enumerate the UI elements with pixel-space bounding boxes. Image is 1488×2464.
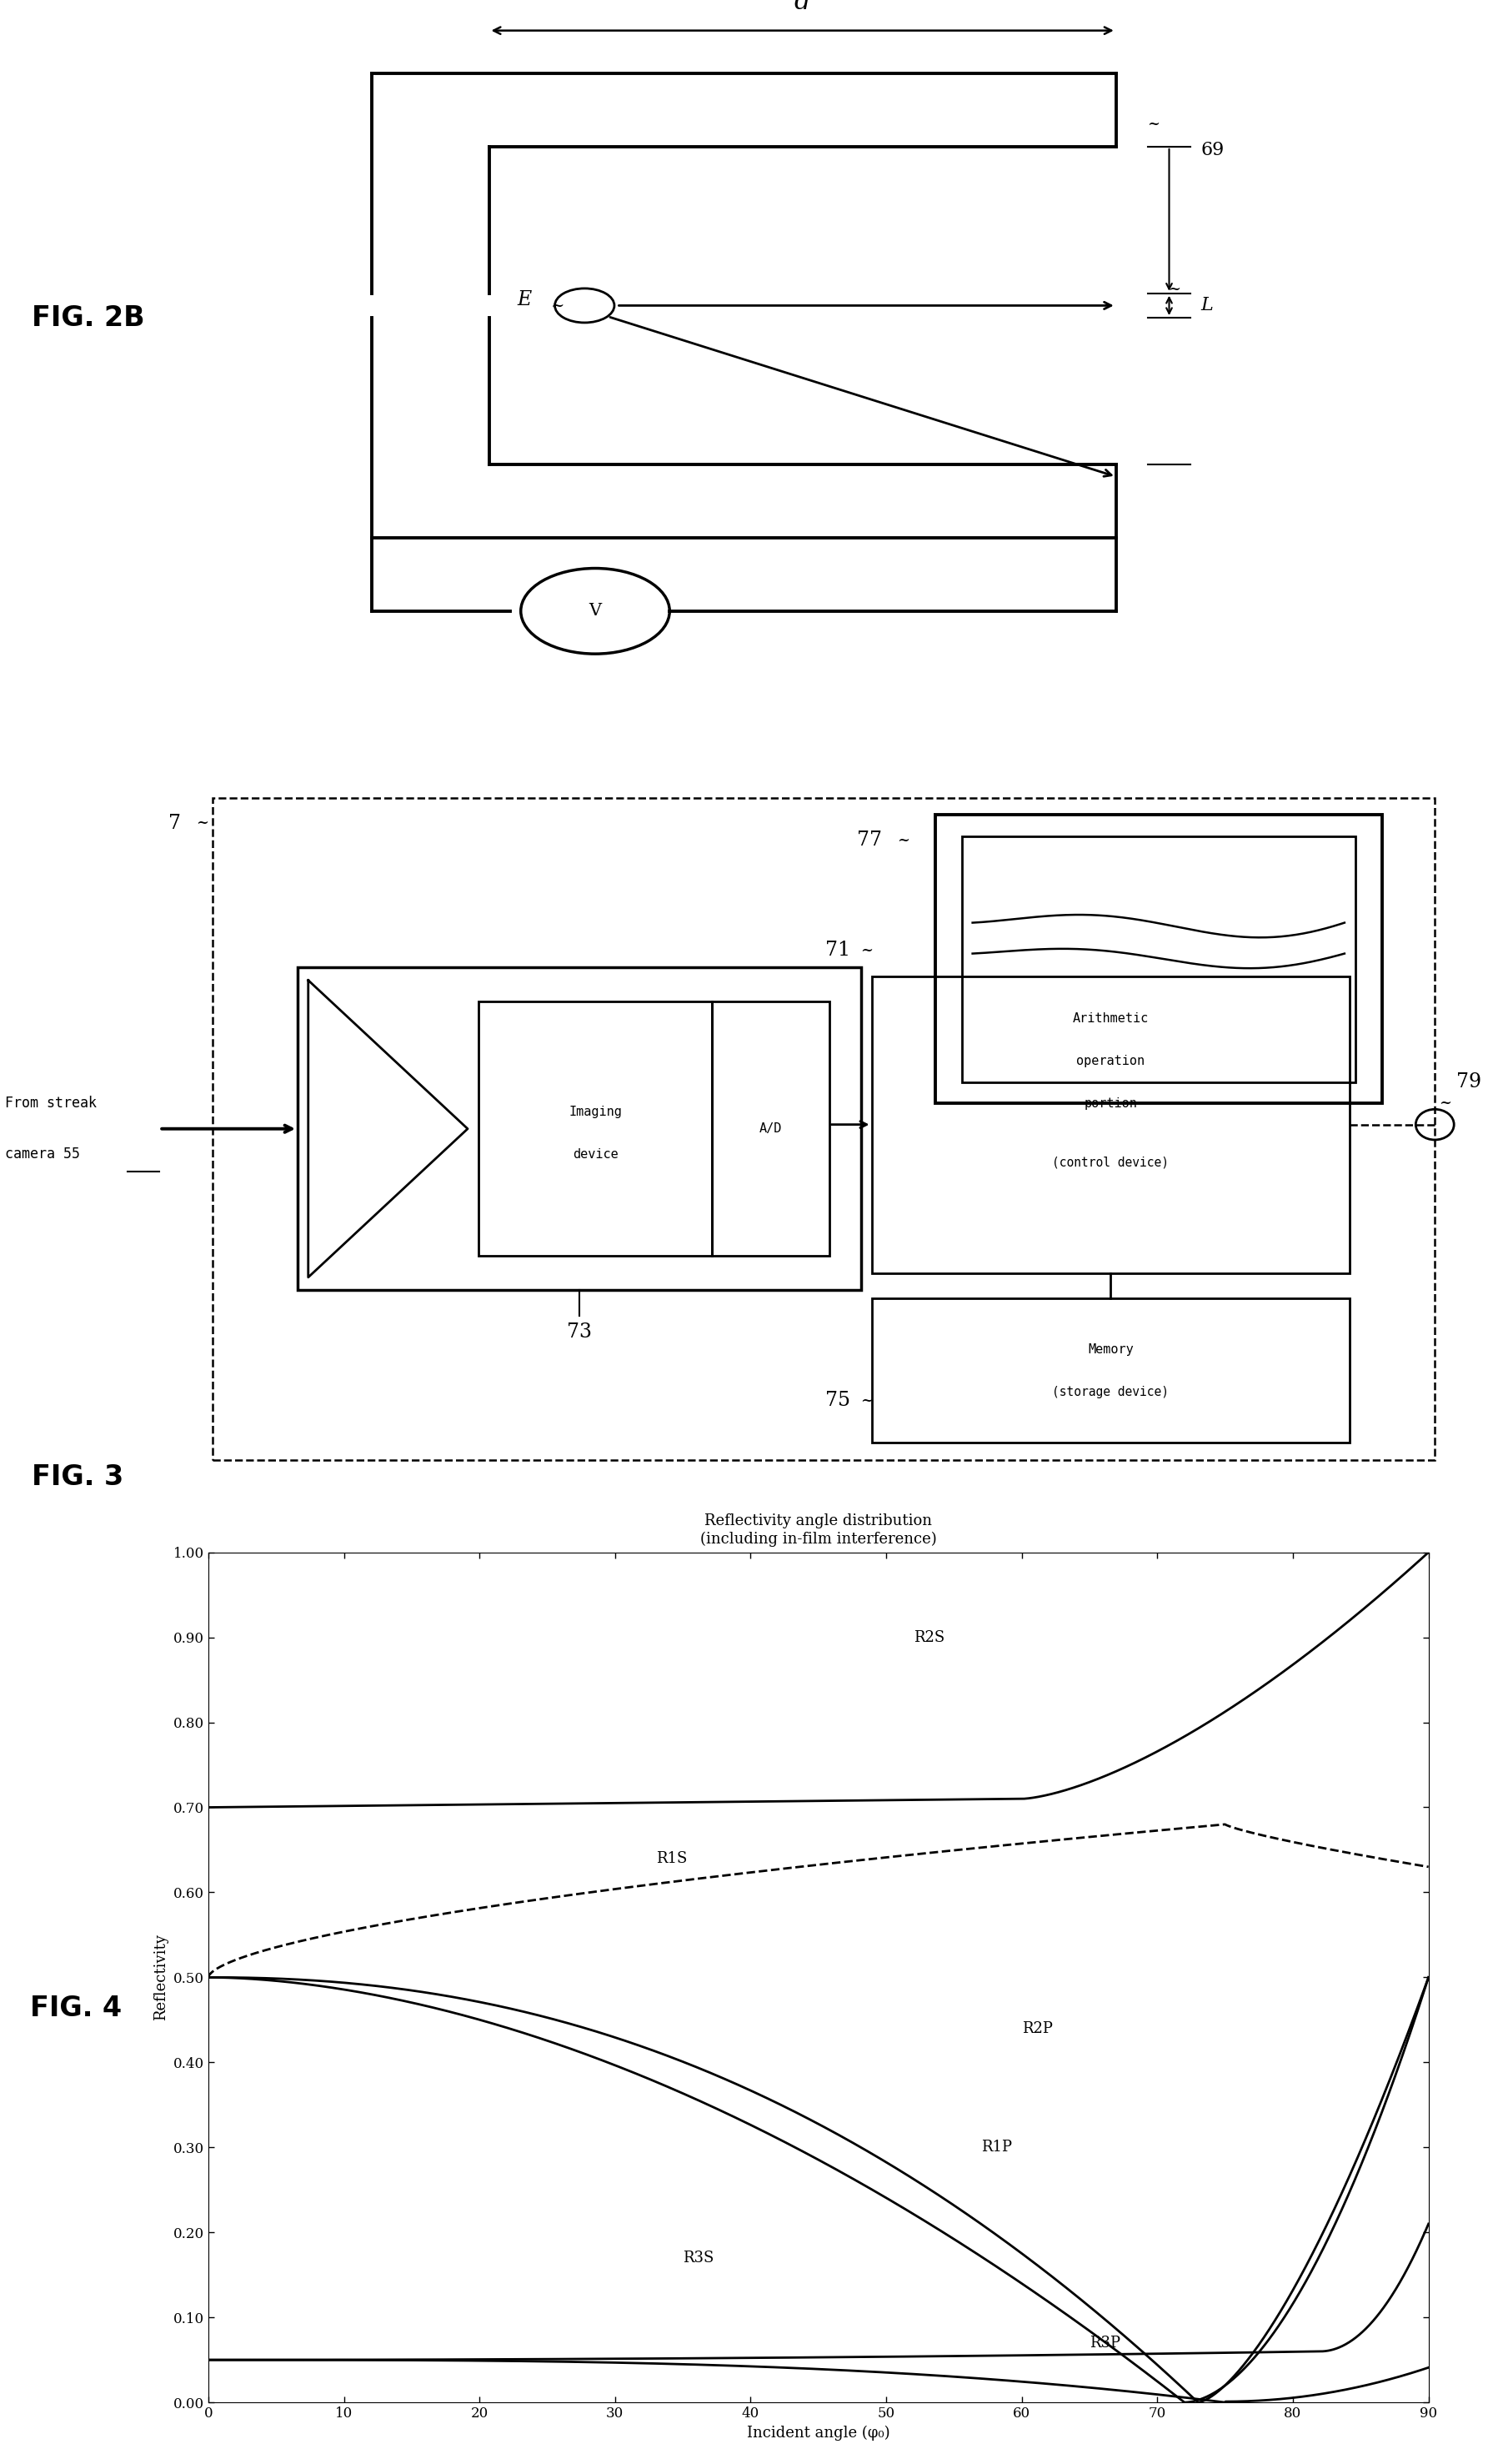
Text: FIG. 4: FIG. 4 <box>30 1993 122 2023</box>
Text: 71: 71 <box>826 941 850 961</box>
Bar <box>213 798 1434 1459</box>
Text: ~: ~ <box>860 944 872 958</box>
Text: ~: ~ <box>1439 1096 1452 1111</box>
Text: 69: 69 <box>1201 140 1225 158</box>
Bar <box>478 1000 713 1257</box>
Text: R3P: R3P <box>1089 2336 1120 2351</box>
Y-axis label: Reflectivity: Reflectivity <box>153 1934 168 2020</box>
Text: A/D: A/D <box>759 1124 783 1136</box>
Text: 75: 75 <box>826 1390 850 1409</box>
Text: 79: 79 <box>1457 1072 1481 1092</box>
Text: E: E <box>516 291 531 308</box>
Text: L: L <box>1201 296 1213 315</box>
Text: (storage device): (storage device) <box>1052 1385 1170 1397</box>
Text: d: d <box>795 0 811 15</box>
Bar <box>936 816 1382 1104</box>
Text: ~: ~ <box>1168 281 1180 296</box>
Text: ~: ~ <box>551 298 565 313</box>
Text: R2P: R2P <box>1022 2020 1052 2035</box>
Text: FIG. 3: FIG. 3 <box>31 1464 124 1491</box>
Text: 7: 7 <box>168 813 180 833</box>
Text: FIG. 2B: FIG. 2B <box>31 303 144 333</box>
Text: R3S: R3S <box>683 2250 714 2264</box>
Text: ~: ~ <box>1147 116 1159 131</box>
Text: camera 55: camera 55 <box>6 1146 80 1161</box>
Text: Arithmetic: Arithmetic <box>1073 1013 1149 1025</box>
Text: portion: portion <box>1085 1096 1137 1109</box>
Text: ~: ~ <box>196 816 208 830</box>
Text: R2S: R2S <box>914 1629 945 1646</box>
X-axis label: Incident angle (φ₀): Incident angle (φ₀) <box>747 2425 890 2439</box>
Bar <box>872 976 1350 1274</box>
Text: 77: 77 <box>857 830 882 850</box>
Bar <box>872 1299 1350 1444</box>
Bar <box>713 1000 829 1257</box>
Text: operation: operation <box>1076 1055 1144 1067</box>
Text: From streak: From streak <box>6 1096 97 1111</box>
Text: Imaging: Imaging <box>568 1106 622 1119</box>
Text: Memory: Memory <box>1088 1343 1134 1355</box>
Text: ~: ~ <box>860 1392 872 1407</box>
Title: Reflectivity angle distribution
(including in-film interference): Reflectivity angle distribution (includi… <box>701 1513 936 1547</box>
Text: (control device): (control device) <box>1052 1156 1170 1168</box>
Text: ~: ~ <box>897 833 909 848</box>
Text: R1P: R1P <box>981 2139 1012 2156</box>
Bar <box>961 835 1356 1082</box>
Text: 73: 73 <box>567 1323 592 1343</box>
Text: V: V <box>589 604 601 618</box>
Text: R1S: R1S <box>656 1850 687 1865</box>
Bar <box>298 968 862 1291</box>
Text: device: device <box>573 1148 618 1161</box>
